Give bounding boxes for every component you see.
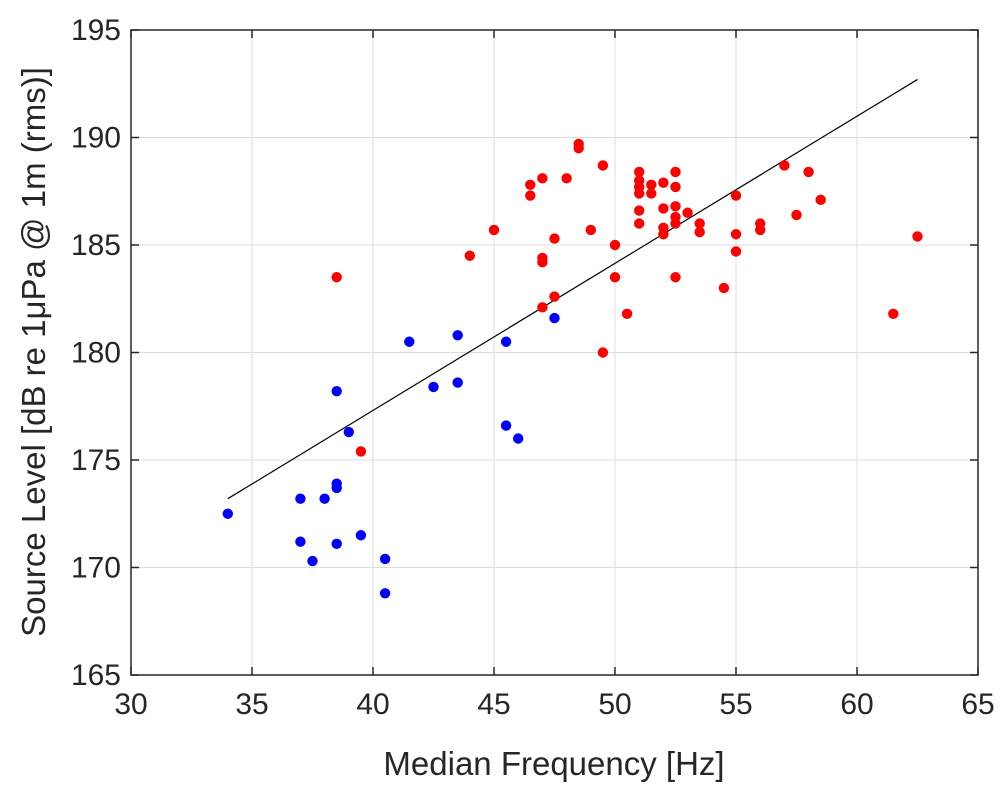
data-point-series-2 xyxy=(791,209,802,221)
data-point-series-2 xyxy=(658,229,669,240)
data-point-series-2 xyxy=(609,239,621,251)
data-point-series-1 xyxy=(319,493,330,504)
data-point-series-2 xyxy=(525,190,536,201)
data-point-series-1 xyxy=(331,482,342,494)
data-point-series-1 xyxy=(500,420,512,431)
data-point-series-2 xyxy=(549,233,560,244)
data-point-series-2 xyxy=(355,446,367,457)
axis-ticks xyxy=(130,29,979,676)
data-point-series-2 xyxy=(331,272,342,283)
x-tick-label: 55 xyxy=(719,688,752,721)
data-point-series-2 xyxy=(718,282,730,294)
data-point-series-2 xyxy=(670,272,681,283)
data-point-series-2 xyxy=(803,166,814,178)
data-point-series-1 xyxy=(513,433,524,444)
data-point-series-2 xyxy=(730,246,742,257)
data-point-series-1 xyxy=(295,536,306,547)
data-point-series-1 xyxy=(307,555,318,567)
data-point-series-2 xyxy=(634,205,645,216)
data-point-series-2 xyxy=(815,194,826,206)
x-tick-label: 50 xyxy=(598,688,631,721)
data-point-series-1 xyxy=(331,538,342,550)
data-point-series-2 xyxy=(585,224,596,236)
grid xyxy=(131,30,978,675)
data-point-series-1 xyxy=(222,508,233,519)
data-point-series-2 xyxy=(779,160,790,171)
data-point-series-2 xyxy=(646,188,657,199)
data-point-series-1 xyxy=(428,381,439,393)
y-tick-label: 185 xyxy=(71,229,121,262)
data-point-series-2 xyxy=(573,143,584,154)
data-point-series-2 xyxy=(488,224,500,236)
data-point-series-2 xyxy=(634,166,645,178)
data-point-series-2 xyxy=(597,160,609,171)
data-point-series-1 xyxy=(500,336,512,347)
data-point-series-1 xyxy=(452,377,463,388)
data-point-series-1 xyxy=(404,336,415,347)
data-point-series-2 xyxy=(670,218,681,229)
fit-line xyxy=(227,78,918,500)
data-point-series-2 xyxy=(670,201,681,212)
data-point-series-2 xyxy=(670,181,681,193)
data-point-series-2 xyxy=(694,226,705,238)
x-tick-label: 40 xyxy=(356,688,389,721)
tick-labels: 30 35 40 45 50 55 60 65 165 170 175 180 185 190 195 xyxy=(71,14,995,721)
regression-line xyxy=(227,78,918,500)
x-tick-label: 35 xyxy=(235,688,268,721)
data-point-series-2 xyxy=(525,179,536,190)
x-tick-label: 60 xyxy=(840,688,873,721)
x-tick-label: 30 xyxy=(114,688,147,721)
data-point-series-2 xyxy=(537,257,548,268)
data-point-series-1 xyxy=(295,493,306,504)
data-point-series-2 xyxy=(609,272,621,283)
data-point-series-1 xyxy=(331,386,342,397)
data-point-series-1 xyxy=(379,588,391,599)
data-point-series-1 xyxy=(549,312,560,324)
data-point-series-2 xyxy=(537,173,548,184)
data-point-series-2 xyxy=(730,229,742,240)
y-tick-label: 180 xyxy=(71,337,121,370)
data-point-series-1 xyxy=(343,426,354,438)
x-tick-label: 45 xyxy=(477,688,510,721)
data-points xyxy=(222,138,923,599)
data-point-series-1 xyxy=(452,330,463,341)
data-point-series-2 xyxy=(634,218,645,229)
data-point-series-2 xyxy=(464,250,475,261)
data-point-series-2 xyxy=(755,224,766,236)
y-axis-label: Source Level [dB re 1μPa @ 1m (rms)] xyxy=(15,67,52,637)
data-point-series-1 xyxy=(379,553,391,565)
data-point-series-2 xyxy=(730,190,742,201)
y-tick-label: 195 xyxy=(71,14,121,47)
data-point-series-2 xyxy=(561,173,572,184)
data-point-series-2 xyxy=(888,308,899,319)
data-point-series-2 xyxy=(597,347,609,358)
data-point-series-2 xyxy=(658,203,669,214)
y-tick-label: 190 xyxy=(71,122,121,155)
data-point-series-2 xyxy=(670,166,681,178)
data-point-series-2 xyxy=(634,188,645,199)
x-tick-label: 65 xyxy=(961,688,994,721)
data-point-series-2 xyxy=(682,207,693,218)
data-point-series-2 xyxy=(621,308,633,319)
data-point-series-2 xyxy=(646,179,657,190)
x-axis-label: Median Frequency [Hz] xyxy=(383,745,724,782)
data-point-series-1 xyxy=(355,530,367,541)
data-point-series-2 xyxy=(549,291,560,302)
data-point-series-2 xyxy=(694,218,705,229)
y-tick-label: 165 xyxy=(71,659,121,692)
data-point-series-2 xyxy=(658,177,669,188)
data-point-series-2 xyxy=(912,231,923,242)
y-tick-label: 175 xyxy=(71,444,121,477)
y-tick-label: 170 xyxy=(71,552,121,585)
data-point-series-2 xyxy=(537,302,548,313)
